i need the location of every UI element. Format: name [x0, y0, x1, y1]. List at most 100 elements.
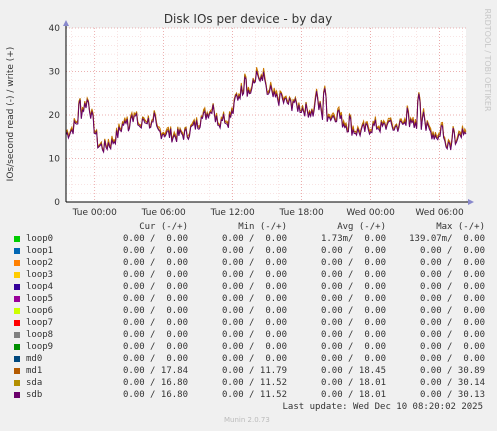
legend-max: 0.00 / 0.00: [419, 306, 485, 316]
legend-swatch: [14, 308, 20, 314]
legend-max: 0.00 / 0.00: [419, 330, 485, 340]
x-tick-label: Tue 00:00: [72, 208, 117, 218]
legend-max: 0.00 / 0.00: [419, 354, 485, 364]
legend-name: loop0: [26, 234, 54, 244]
x-tick-label: Tue 06:00: [141, 208, 186, 218]
legend-swatch: [14, 296, 20, 302]
legend-row-md0: md0 0.00 / 0.00 0.00 / 0.00 0.00 / 0.00 0.00…: [14, 353, 485, 365]
legend-cur: 0.00 / 0.00: [122, 270, 188, 280]
legend-name: loop9: [26, 342, 54, 352]
legend-row-md1: md1 0.00 / 17.84 0.00 / 11.79 0.00 / 18.45 0…: [14, 365, 485, 377]
chart-title: Disk IOs per device - by day: [164, 12, 332, 26]
legend-max: 0.00 / 30.14: [419, 378, 485, 388]
x-axis-arrow: [468, 199, 474, 205]
y-axis-label: IOs/second read (-) / write (+): [6, 47, 16, 182]
side-watermark: RRDTOOL / TOBI OETIKER: [483, 8, 492, 111]
x-tick-label: Tue 12:00: [210, 208, 255, 218]
legend-avg: 0.00 / 0.00: [320, 318, 386, 328]
legend-row-loop4: loop4 0.00 / 0.00 0.00 / 0.00 0.00 / 0.00 0.…: [14, 281, 485, 293]
legend-name: md0: [26, 354, 43, 364]
legend-min: 0.00 / 0.00: [221, 354, 287, 364]
legend-name: loop3: [26, 270, 54, 280]
legend-min: 0.00 / 0.00: [221, 246, 287, 256]
y-tick-label: 10: [49, 155, 61, 165]
legend-cur: 0.00 / 0.00: [122, 294, 188, 304]
legend-avg: 0.00 / 0.00: [320, 258, 386, 268]
legend-avg: 0.00 / 0.00: [320, 330, 386, 340]
legend-row-loop8: loop8 0.00 / 0.00 0.00 / 0.00 0.00 / 0.00 0.…: [14, 329, 485, 341]
legend-swatch: [14, 272, 20, 278]
legend-min: 0.00 / 0.00: [221, 282, 287, 292]
legend-max: 0.00 / 0.00: [419, 258, 485, 268]
y-tick-label: 20: [49, 111, 61, 121]
legend-cur: 0.00 / 16.80: [122, 390, 188, 400]
legend-name: loop4: [26, 282, 54, 292]
y-tick-label: 0: [54, 198, 60, 208]
legend-avg: 0.00 / 18.45: [320, 366, 386, 376]
legend-min: 0.00 / 11.52: [221, 378, 287, 388]
legend-cur: 0.00 / 0.00: [122, 330, 188, 340]
disk-io-chart: Disk IOs per device - by day IOs/second …: [6, 8, 492, 218]
legend-cur: 0.00 / 0.00: [122, 342, 188, 352]
legend-swatch: [14, 392, 20, 398]
legend-swatch: [14, 380, 20, 386]
x-tick-label: Tue 18:00: [279, 208, 324, 218]
legend-header: Cur (-/+) Min (-/+) Avg (-/+) Max (-/+): [14, 221, 485, 233]
legend-name: loop1: [26, 246, 54, 256]
legend-row-loop2: loop2 0.00 / 0.00 0.00 / 0.00 0.00 / 0.00 0.…: [14, 257, 485, 269]
legend-min: 0.00 / 0.00: [221, 294, 287, 304]
legend-cur: 0.00 / 0.00: [122, 234, 188, 244]
legend-min: 0.00 / 0.00: [221, 258, 287, 268]
x-tick-label: Wed 00:00: [346, 208, 395, 218]
legend-avg: 0.00 / 0.00: [320, 282, 386, 292]
legend-avg: 1.73m/ 0.00: [320, 234, 386, 244]
y-tick-label: 30: [49, 68, 61, 78]
legend-min: 0.00 / 11.79: [221, 366, 287, 376]
legend-max: 0.00 / 30.89: [419, 366, 485, 376]
legend-name: loop7: [26, 318, 54, 328]
legend-max: 0.00 / 0.00: [419, 294, 485, 304]
series-line-sdb: [65, 70, 467, 154]
legend-min: 0.00 / 0.00: [221, 270, 287, 280]
legend-name: loop8: [26, 330, 54, 340]
legend-cur: 0.00 / 0.00: [122, 246, 188, 256]
header-max: Max (-/+): [436, 222, 485, 232]
legend-swatch: [14, 248, 20, 254]
legend-max: 0.00 / 0.00: [419, 282, 485, 292]
legend-avg: 0.00 / 0.00: [320, 342, 386, 352]
legend-row-loop9: loop9 0.00 / 0.00 0.00 / 0.00 0.00 / 0.00 0.…: [14, 341, 485, 353]
legend-row-loop1: loop1 0.00 / 0.00 0.00 / 0.00 0.00 / 0.00 0.…: [14, 245, 485, 257]
legend-min: 0.00 / 0.00: [221, 342, 287, 352]
legend-avg: 0.00 / 0.00: [320, 294, 386, 304]
legend-name: sda: [26, 378, 43, 388]
legend-min: 0.00 / 0.00: [221, 318, 287, 328]
legend-name: sdb: [26, 390, 43, 400]
legend-cur: 0.00 / 17.84: [122, 366, 188, 376]
legend-swatch: [14, 332, 20, 338]
legend-cur: 0.00 / 0.00: [122, 258, 188, 268]
y-tick-label: 40: [49, 24, 61, 34]
header-cur: Cur (-/+): [139, 222, 188, 232]
legend-row-sdb: sdb 0.00 / 16.80 0.00 / 11.52 0.00 / 18.01 0…: [14, 389, 485, 401]
legend-cur: 0.00 / 16.80: [122, 378, 188, 388]
legend-cur: 0.00 / 0.00: [122, 318, 188, 328]
legend-avg: 0.00 / 0.00: [320, 354, 386, 364]
legend-avg: 0.00 / 0.00: [320, 306, 386, 316]
legend-swatch: [14, 320, 20, 326]
legend-avg: 0.00 / 0.00: [320, 270, 386, 280]
legend-row-loop6: loop6 0.00 / 0.00 0.00 / 0.00 0.00 / 0.00 0.…: [14, 305, 485, 317]
last-update: Last update: Wed Dec 10 08:20:02 2025: [282, 402, 483, 412]
legend-max: 0.00 / 0.00: [419, 246, 485, 256]
legend-max: 139.07m/ 0.00: [409, 234, 485, 244]
legend-swatch: [14, 284, 20, 290]
legend-avg: 0.00 / 18.01: [320, 390, 386, 400]
legend-cur: 0.00 / 0.00: [122, 306, 188, 316]
legend-min: 0.00 / 11.52: [221, 390, 287, 400]
legend-swatch: [14, 368, 20, 374]
legend-cur: 0.00 / 0.00: [122, 354, 188, 364]
legend-name: loop2: [26, 258, 54, 268]
munin-version: Munin 2.0.73: [224, 416, 270, 424]
y-tick-labels: 0 10 20 30 40: [49, 24, 61, 208]
legend-max: 0.00 / 0.00: [419, 318, 485, 328]
legend-avg: 0.00 / 18.01: [320, 378, 386, 388]
